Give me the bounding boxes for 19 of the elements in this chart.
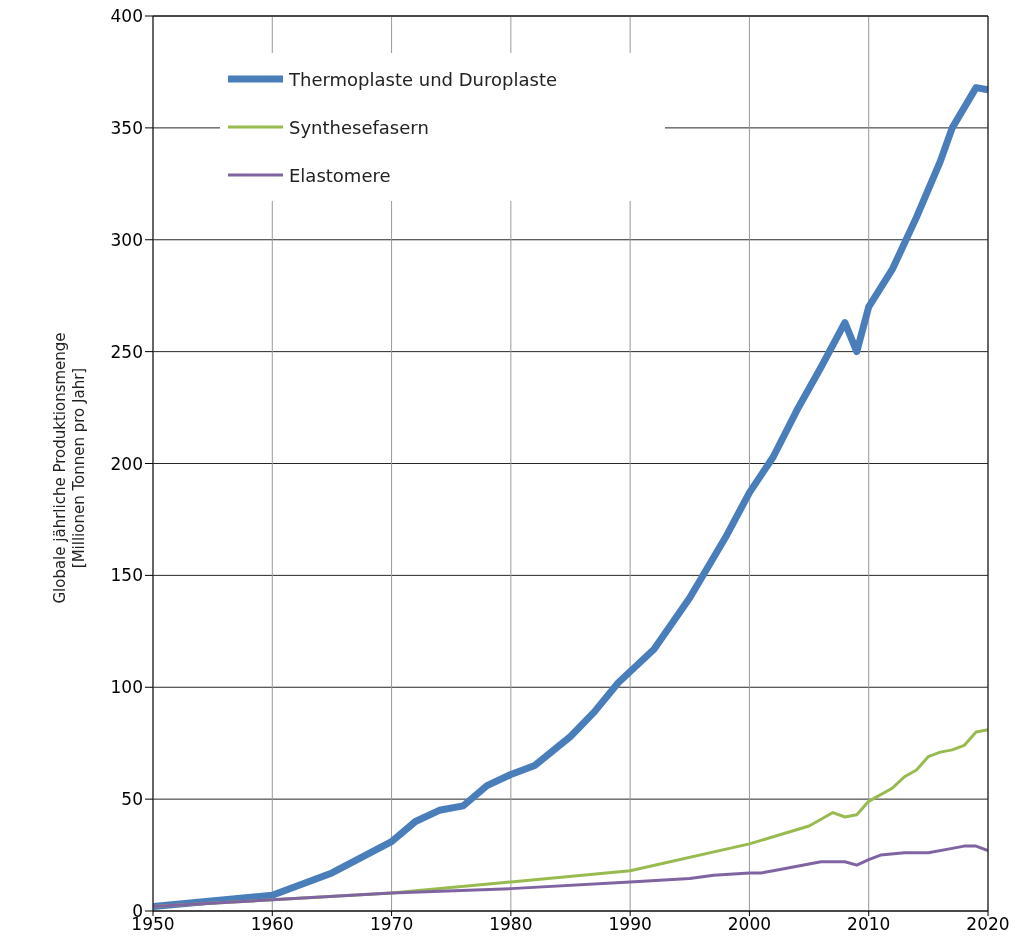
y-tick-label: 350 — [110, 117, 143, 138]
y-tick-label: 200 — [110, 453, 143, 474]
legend-label: Synthesefasern — [289, 116, 429, 138]
y-tick-label: 250 — [110, 341, 143, 362]
legend-label: Thermoplaste und Duroplaste — [289, 68, 558, 90]
y-tick-label: 300 — [110, 229, 143, 250]
legend-label: Elastomere — [289, 164, 391, 186]
x-tick-label: 2000 — [727, 914, 772, 935]
y-axis-title: Globale jährliche Produktionsmenge [Millionen Tonnen pro Jahr] — [51, 332, 89, 604]
x-tick-label: 2010 — [847, 914, 891, 935]
x-tick-label: 1990 — [608, 914, 652, 935]
x-tick-label: 1980 — [489, 914, 533, 935]
x-tick-label: 1970 — [369, 914, 414, 935]
y-tick-label: 400 — [110, 6, 143, 27]
x-tick-label: 1960 — [250, 914, 294, 935]
y-tick-label: 150 — [110, 565, 143, 586]
x-tick-label: 2020 — [966, 914, 1010, 935]
y-tick-label: 50 — [121, 789, 143, 810]
y-tick-label: 100 — [110, 677, 143, 698]
